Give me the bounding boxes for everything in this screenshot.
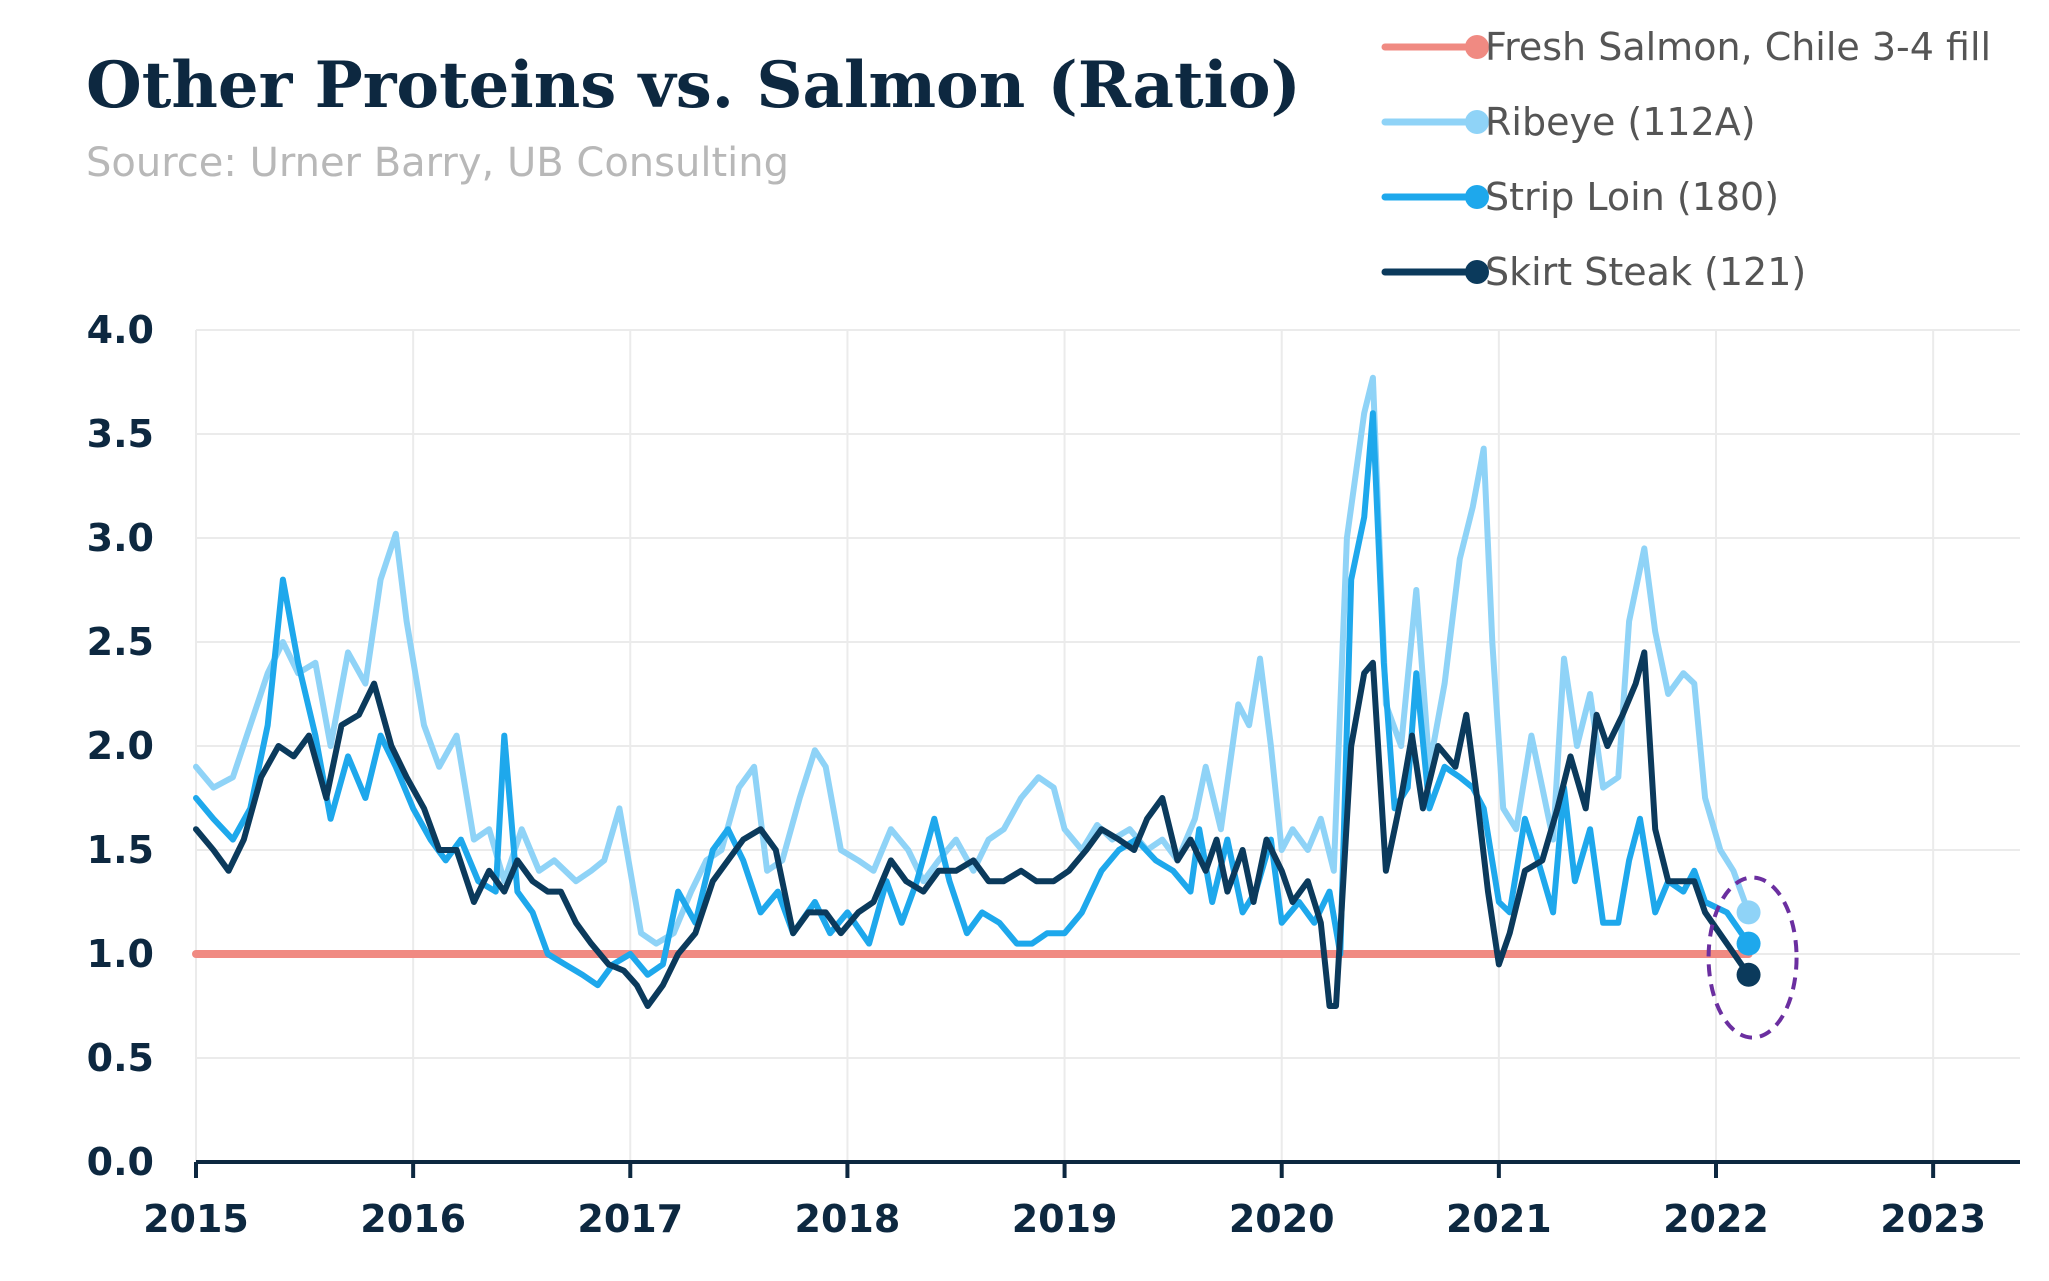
y-tick-label: 3.0 [87,516,154,560]
grid-lines [195,329,2020,1163]
legend-label: Strip Loin (180) [1485,175,1779,219]
x-tick-label: 2018 [795,1197,901,1241]
end-marker-ribeye-112a [1736,900,1761,925]
x-tick-label: 2023 [1880,1197,1986,1241]
x-tick-label: 2019 [1012,1197,1118,1241]
legend-marker [1465,110,1489,134]
legend-label: Skirt Steak (121) [1485,250,1806,294]
legend-label: Ribeye (112A) [1485,100,1756,144]
x-tick-label: 2021 [1446,1197,1552,1241]
x-tick-label: 2017 [577,1197,683,1241]
y-tick-label: 4.0 [87,308,154,352]
annotations [1706,875,1799,1040]
y-tick-label: 0.0 [87,1140,154,1184]
y-tick-label: 2.0 [87,724,154,768]
y-tick-label: 1.0 [87,932,154,976]
y-tick-label: 2.5 [87,620,154,664]
legend-marker [1465,185,1489,209]
series-line-skirt-steak-121 [193,649,1752,1009]
legend: Fresh Salmon, Chile 3-4 fill Ribeye (112A… [1381,25,1991,294]
end-marker-strip-loin-180 [1736,931,1761,956]
series-lines [192,374,1761,1009]
series-line-ribeye-112a [193,374,1752,947]
y-tick-label: 1.5 [87,828,154,872]
highlight-ellipse [1706,875,1799,1040]
x-tick-label: 2015 [143,1197,249,1241]
x-tick-label: 2022 [1663,1197,1769,1241]
series-line-strip-loin-180 [193,410,1752,989]
y-tick-label: 3.5 [87,412,154,456]
x-tick-label: 2016 [360,1197,466,1241]
chart-title: Other Proteins vs. Salmon (Ratio) [86,48,1301,123]
chart-subtitle: Source: Urner Barry, UB Consulting [86,140,789,186]
end-marker-skirt-steak-121 [1736,962,1761,987]
legend-marker [1465,260,1489,284]
legend-marker [1465,35,1489,59]
axes: 0.0 0.5 1.0 1.5 2.0 2.5 3.0 3.5 4.0 2015 2016 2017 2… [87,308,2020,1241]
legend-label: Fresh Salmon, Chile 3-4 fill [1485,25,1991,69]
x-tick-label: 2020 [1229,1197,1335,1241]
y-tick-label: 0.5 [87,1036,154,1080]
